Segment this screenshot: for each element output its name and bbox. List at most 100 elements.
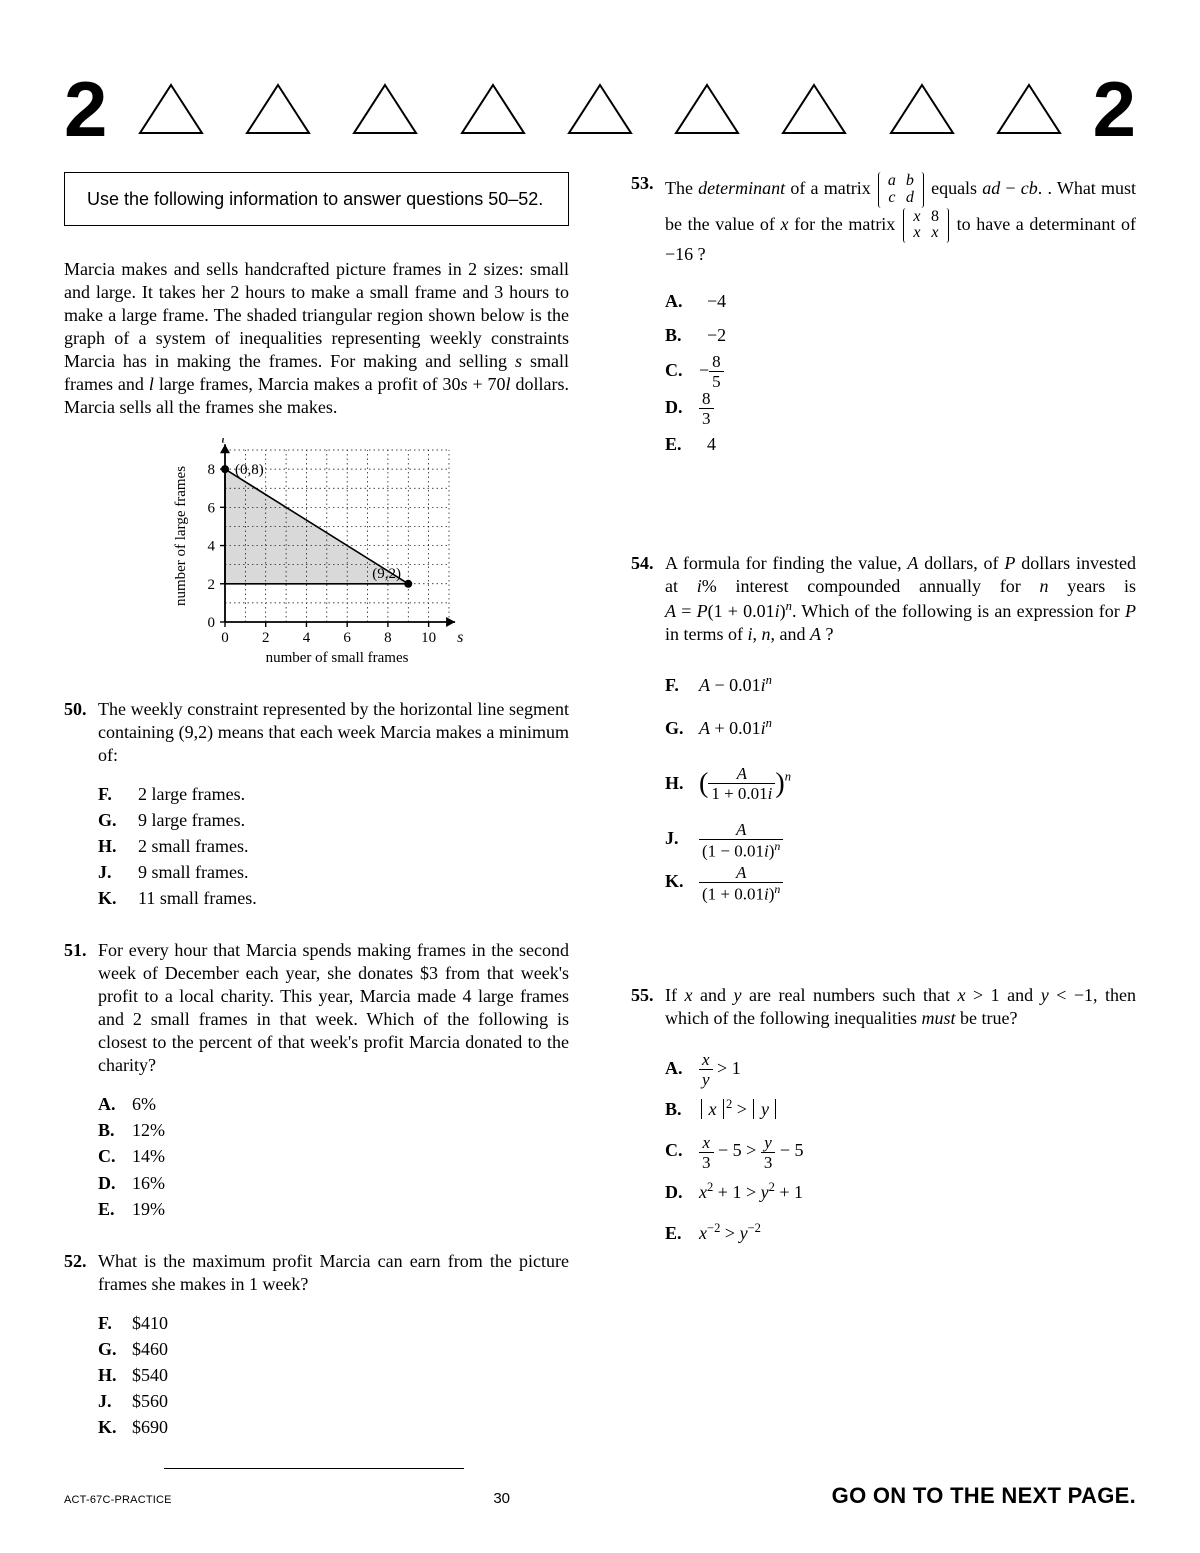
question-51-choices: A.6%B.12%C.14%D.16%E.19% <box>98 1091 569 1221</box>
answer-choice[interactable]: E.4 <box>665 427 1136 461</box>
question-53: 53. The determinant of a matrix abcd equ… <box>631 172 1136 266</box>
triangle-icon <box>458 81 528 137</box>
answer-choice[interactable]: C.−85 <box>665 353 1136 390</box>
answer-choice[interactable]: F.A − 0.01in <box>665 664 1136 707</box>
triangle-icon <box>994 81 1064 137</box>
choice-letter: A. <box>665 284 699 318</box>
choice-letter: A. <box>98 1091 132 1117</box>
choice-letter: D. <box>665 1172 699 1213</box>
choice-letter: B. <box>665 318 699 352</box>
choice-letter: E. <box>665 427 699 461</box>
svg-text:number of large frames: number of large frames <box>173 465 189 605</box>
choice-letter: K. <box>665 860 699 903</box>
choice-text: x3 − 5 > y3 − 5 <box>699 1130 1136 1171</box>
choice-letter: K. <box>98 885 132 911</box>
answer-choice[interactable]: B.12% <box>98 1117 569 1143</box>
choice-text: 12% <box>132 1117 569 1143</box>
answer-choice[interactable]: K.11 small frames. <box>98 885 569 911</box>
page-number: 30 <box>493 1490 510 1507</box>
answer-choice[interactable]: G.A + 0.01in <box>665 707 1136 750</box>
answer-choice[interactable]: H.$540 <box>98 1362 569 1388</box>
question-number: 53. <box>631 172 665 266</box>
answer-choice[interactable]: A.xy > 1 <box>665 1048 1136 1089</box>
answer-choice[interactable]: B. x 2 > y <box>665 1089 1136 1130</box>
choice-text: 4 <box>699 427 1136 461</box>
svg-text:4: 4 <box>302 630 310 646</box>
svg-text:0: 0 <box>207 615 215 631</box>
choice-text: 19% <box>132 1196 569 1222</box>
choice-letter: J. <box>665 817 699 860</box>
question-50: 50. The weekly constraint represented by… <box>64 698 569 767</box>
answer-choice[interactable]: J.A(1 − 0.01i)n <box>665 817 1136 860</box>
choice-text: −4 <box>699 284 1136 318</box>
answer-choice[interactable]: D.83 <box>665 390 1136 427</box>
answer-choice[interactable]: C.x3 − 5 > y3 − 5 <box>665 1130 1136 1171</box>
choice-text: (A1 + 0.01i)n <box>699 750 1136 817</box>
answer-choice[interactable]: G.9 large frames. <box>98 807 569 833</box>
choice-letter: J. <box>98 1388 132 1414</box>
question-stem: What is the maximum profit Marcia can ea… <box>98 1250 569 1296</box>
answer-choice[interactable]: H.2 small frames. <box>98 833 569 859</box>
answer-choice[interactable]: B.−2 <box>665 318 1136 352</box>
choice-text: $540 <box>132 1362 569 1388</box>
question-52-choices: F.$410G.$460H.$540J.$560K.$690 <box>98 1310 569 1440</box>
choice-text: x2 + 1 > y2 + 1 <box>699 1172 1136 1213</box>
question-stem: For every hour that Marcia spends making… <box>98 939 569 1077</box>
question-52: 52. What is the maximum profit Marcia ca… <box>64 1250 569 1296</box>
question-stem: The weekly constraint represented by the… <box>98 698 569 767</box>
question-stem: A formula for finding the value, A dolla… <box>665 552 1136 646</box>
triangle-icon <box>779 81 849 137</box>
svg-text:4: 4 <box>207 538 215 554</box>
answer-choice[interactable]: J.9 small frames. <box>98 859 569 885</box>
choice-text: $560 <box>132 1388 569 1414</box>
question-stem: The determinant of a matrix abcd equals … <box>665 172 1136 266</box>
choice-text: A(1 + 0.01i)n <box>699 860 1136 903</box>
answer-choice[interactable]: F.$410 <box>98 1310 569 1336</box>
question-stem: If x and y are real numbers such that x … <box>665 984 1136 1030</box>
choice-letter: K. <box>98 1414 132 1440</box>
svg-text:8: 8 <box>384 630 392 646</box>
info-box: Use the following information to answer … <box>64 172 569 226</box>
choice-letter: G. <box>98 1336 132 1362</box>
svg-text:(0,8): (0,8) <box>235 462 264 478</box>
question-51: 51. For every hour that Marcia spends ma… <box>64 939 569 1077</box>
answer-choice[interactable]: D.x2 + 1 > y2 + 1 <box>665 1172 1136 1213</box>
choice-letter: F. <box>665 664 699 707</box>
answer-choice[interactable]: A.6% <box>98 1091 569 1117</box>
choice-letter: H. <box>98 1362 132 1388</box>
left-column: Use the following information to answer … <box>64 172 569 1469</box>
section-number-right: 2 <box>1093 70 1136 148</box>
answer-choice[interactable]: E.19% <box>98 1196 569 1222</box>
answer-choice[interactable]: A.−4 <box>665 284 1136 318</box>
choice-text: A − 0.01in <box>699 664 1136 707</box>
answer-choice[interactable]: D.16% <box>98 1170 569 1196</box>
choice-letter: F. <box>98 781 132 807</box>
svg-text:2: 2 <box>207 576 215 592</box>
triangle-row <box>107 81 1092 137</box>
answer-choice[interactable]: C.14% <box>98 1143 569 1169</box>
answer-choice[interactable]: E.x−2 > y−2 <box>665 1213 1136 1254</box>
answer-choice[interactable]: K.$690 <box>98 1414 569 1440</box>
choice-text: 16% <box>132 1170 569 1196</box>
question-55-choices: A.xy > 1B. x 2 > y C.x3 − 5 > y3 − 5D.x2… <box>665 1048 1136 1255</box>
question-number: 55. <box>631 984 665 1030</box>
choice-text: 83 <box>699 390 1136 427</box>
choice-letter: A. <box>665 1048 699 1089</box>
question-55: 55. If x and y are real numbers such tha… <box>631 984 1136 1030</box>
choice-letter: C. <box>665 353 699 390</box>
section-header: 2 2 <box>64 70 1136 148</box>
triangle-icon <box>243 81 313 137</box>
choice-letter: G. <box>98 807 132 833</box>
matrix-x8xx: x8xx <box>903 208 949 244</box>
choice-text: 2 small frames. <box>132 833 569 859</box>
question-number: 51. <box>64 939 98 1077</box>
answer-choice[interactable]: H.(A1 + 0.01i)n <box>665 750 1136 817</box>
svg-text:6: 6 <box>343 630 351 646</box>
answer-choice[interactable]: K.A(1 + 0.01i)n <box>665 860 1136 903</box>
svg-text:l: l <box>221 438 226 446</box>
choice-text: 11 small frames. <box>132 885 569 911</box>
right-column: 53. The determinant of a matrix abcd equ… <box>631 172 1136 1469</box>
answer-choice[interactable]: F.2 large frames. <box>98 781 569 807</box>
answer-choice[interactable]: J.$560 <box>98 1388 569 1414</box>
answer-choice[interactable]: G.$460 <box>98 1336 569 1362</box>
